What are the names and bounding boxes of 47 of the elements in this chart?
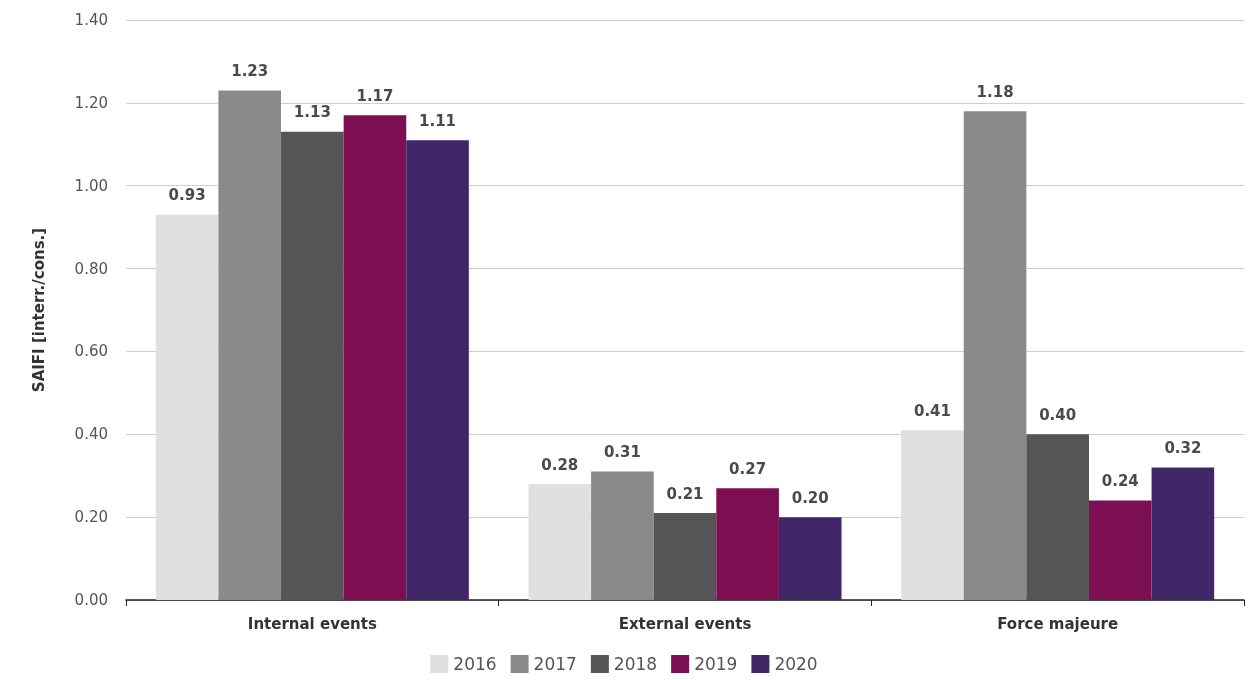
bar <box>591 471 654 600</box>
data-label: 0.93 <box>168 186 206 205</box>
y-axis-title: SAIFI [interr./cons.] <box>29 227 48 393</box>
data-label: 1.23 <box>231 61 269 80</box>
bar <box>1151 467 1215 600</box>
bar <box>528 484 592 600</box>
x-tick-label: External events <box>618 614 752 633</box>
bar <box>901 430 964 600</box>
legend-label: 2018 <box>613 654 658 674</box>
data-label: 1.11 <box>419 111 457 130</box>
bar <box>343 115 407 600</box>
bar <box>1026 434 1089 600</box>
bar <box>653 513 717 600</box>
data-label: 0.31 <box>603 443 641 462</box>
data-label: 0.32 <box>1164 438 1202 457</box>
data-label: 0.24 <box>1101 472 1139 491</box>
data-label: 1.17 <box>356 86 394 105</box>
data-label: 1.18 <box>976 82 1014 101</box>
bar <box>716 488 779 600</box>
legend-label: 2020 <box>774 654 818 674</box>
y-tick-label: 1.40 <box>74 11 108 29</box>
x-tick-label: Internal events <box>247 614 377 633</box>
y-tick-label: 1.20 <box>74 93 108 112</box>
y-tick-label: 0.20 <box>74 508 108 527</box>
x-tick-label: Force majeure <box>997 614 1119 633</box>
bar <box>218 90 282 600</box>
data-label: 0.28 <box>541 455 579 474</box>
data-label: 1.13 <box>293 103 331 122</box>
bar <box>778 517 842 600</box>
data-label: 0.27 <box>729 459 767 478</box>
bar <box>963 111 1027 600</box>
legend-label: 2019 <box>694 654 738 674</box>
y-tick-label: 1.00 <box>74 176 108 195</box>
bar <box>1088 500 1152 600</box>
bar <box>406 140 469 600</box>
bar <box>155 214 219 600</box>
bar <box>281 131 344 600</box>
y-tick-label: 0.00 <box>74 591 108 609</box>
data-label: 0.21 <box>666 484 704 503</box>
y-tick-label: 0.40 <box>74 425 108 444</box>
data-label: 0.20 <box>791 488 829 507</box>
data-label: 0.41 <box>913 401 951 420</box>
legend-label: 2017 <box>533 654 577 674</box>
data-label: 0.40 <box>1039 405 1077 424</box>
legend-label: 2016 <box>453 654 497 674</box>
y-tick-label: 0.60 <box>74 342 108 361</box>
y-tick-label: 0.80 <box>74 259 108 278</box>
